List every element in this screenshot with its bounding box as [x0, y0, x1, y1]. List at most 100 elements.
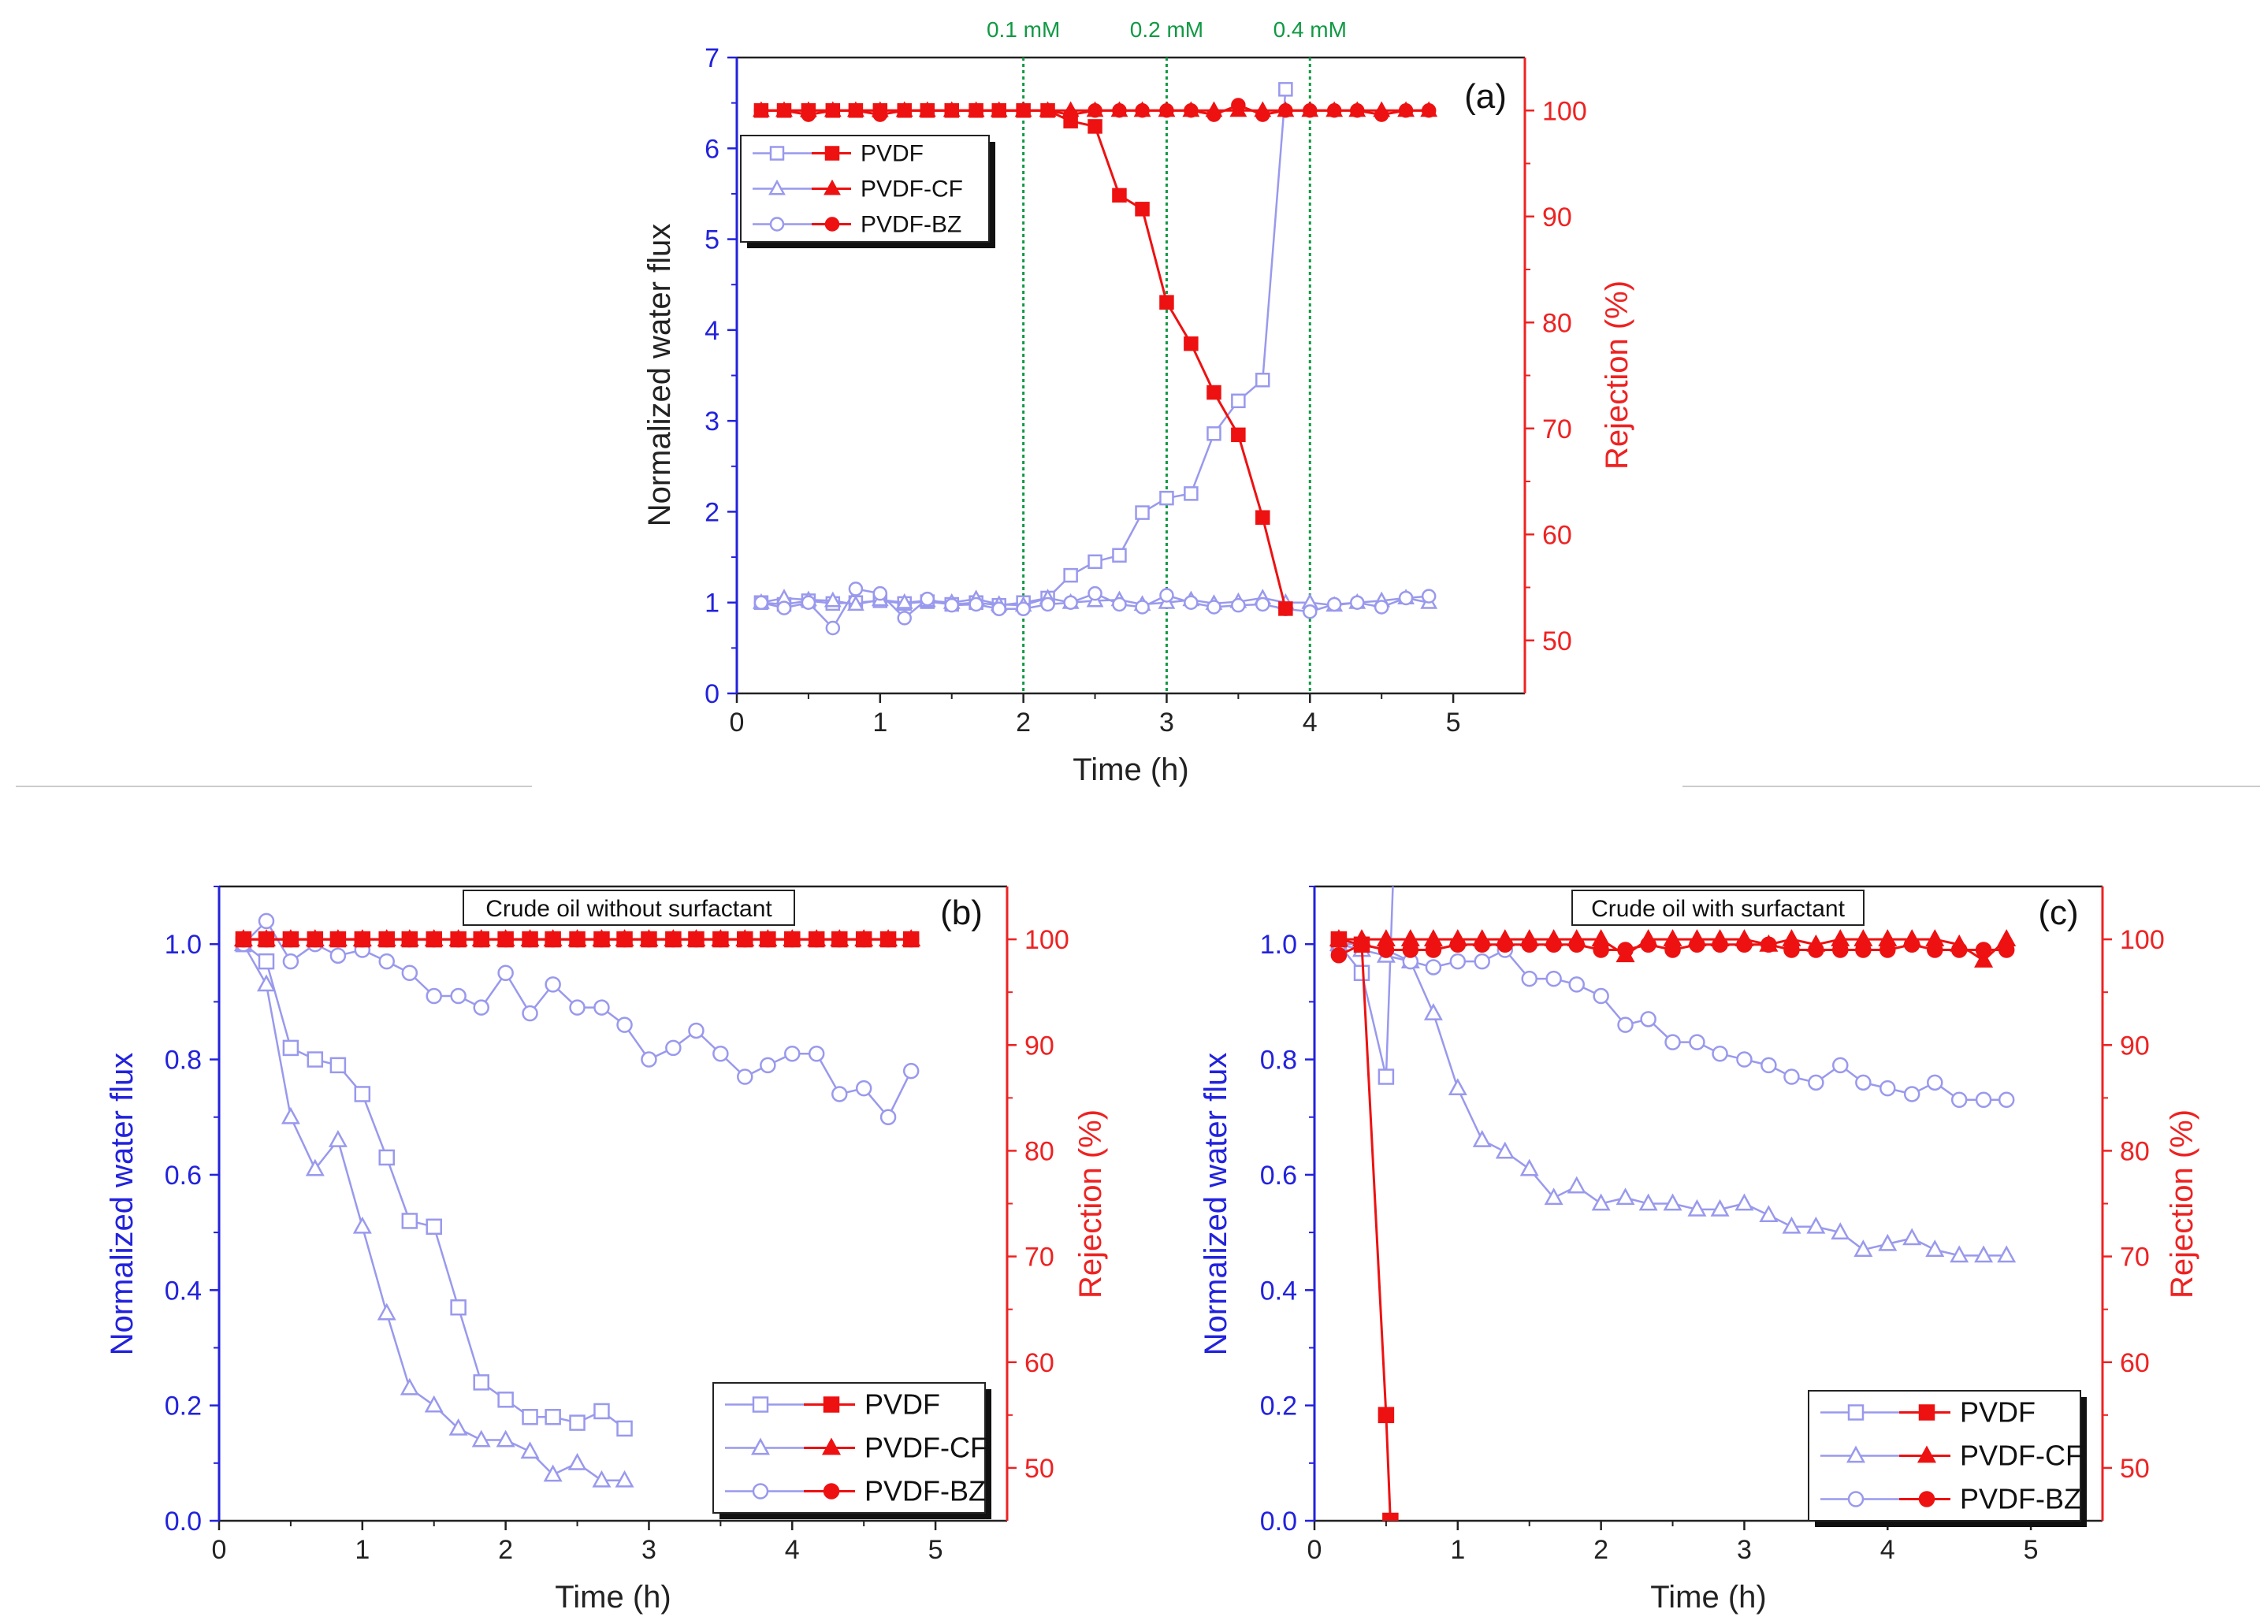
pvdf-bz-rejection-point: [1350, 103, 1365, 118]
vline-label: 0.1 mM: [987, 17, 1060, 42]
y-tick-label: 0.6: [1260, 1161, 1297, 1191]
pvdf-bz-flux-point: [1521, 970, 1537, 987]
pvdf-flux-point: [329, 1057, 347, 1074]
pvdf-bz-flux-point: [902, 1062, 920, 1080]
y-tick-label: 6: [705, 134, 719, 164]
legend-label: PVDF-CF: [1960, 1440, 2083, 1472]
pvdf-bz-rejection-point: [1474, 936, 1490, 953]
pvdf-bz-flux-point: [1350, 595, 1365, 610]
annotation-box: [1571, 890, 1865, 926]
pvdf-bz-flux-point: [426, 987, 442, 1005]
pvdf-bz-flux-point: [1112, 596, 1127, 612]
pvdf-bz-flux-point: [258, 912, 275, 930]
pvdf-flux-point: [497, 1392, 514, 1408]
pvdf-bz-flux-point: [897, 611, 912, 626]
pvdf-bz-rejection-point: [902, 931, 920, 948]
pvdf-flux-point: [593, 1403, 610, 1420]
pvdf-bz-rejection-point: [712, 931, 729, 948]
pvdf-bz-flux-point: [1159, 588, 1174, 603]
pvdf-cf-flux-point: [305, 1158, 325, 1176]
legend-rejection-marker: [824, 179, 841, 195]
legend-rejection-marker: [821, 1437, 842, 1455]
y-tick-label: 7: [705, 43, 719, 73]
y2-tick-label: 100: [1542, 96, 1587, 126]
y2-tick-label: 90: [2120, 1031, 2150, 1061]
pvdf-cf-flux-point: [1423, 1003, 1443, 1020]
pvdf-rejection-point: [1112, 188, 1127, 203]
pvdf-bz-flux-point: [688, 1022, 705, 1039]
pvdf-bz-flux-point: [1855, 1074, 1872, 1091]
x-tick-label: 4: [1303, 708, 1318, 738]
pvdf-bz-rejection-point: [497, 931, 514, 948]
y2-tick-label: 70: [2120, 1243, 2150, 1273]
pvdf-bz-flux-point: [737, 1068, 753, 1085]
pvdf-bz-flux-point: [1568, 976, 1585, 993]
pvdf-flux-point: [1112, 548, 1127, 563]
y2-tick-label: 80: [1024, 1136, 1054, 1166]
legend-flux-marker: [752, 1483, 769, 1500]
pvdf-bz-rejection-point: [258, 931, 275, 948]
y2-axis-title: Rejection (%): [1073, 1109, 1108, 1299]
pvdf-flux-point: [282, 1039, 299, 1057]
pvdf-bz-flux-point: [401, 964, 418, 982]
pvdf-cf-flux-point: [1448, 1078, 1467, 1096]
pvdf-cf-flux-point: [1734, 1193, 1754, 1211]
pvdf-bz-rejection-point: [1593, 942, 1609, 958]
pvdf-bz-flux-point: [944, 597, 959, 613]
pvdf-cf-rejection-point: [1974, 950, 1994, 968]
pvdf-flux-point: [1135, 505, 1150, 520]
pvdf-cf-flux-point: [352, 1216, 372, 1234]
pvdf-bz-rejection-point: [1326, 103, 1342, 118]
pvdf-bz-rejection-point: [1398, 103, 1414, 118]
pvdf-bz-rejection-point: [801, 107, 816, 122]
y-axis-title: Normalized water flux: [105, 1053, 139, 1356]
legend-rejection-marker: [823, 1396, 840, 1413]
y2-tick-label: 80: [2120, 1136, 2150, 1166]
pvdf-bz-rejection-point: [1016, 103, 1031, 118]
pvdf-bz-rejection-point: [855, 931, 872, 948]
pvdf-cf-flux-point: [1806, 1216, 1826, 1234]
x-tick-label: 5: [1446, 708, 1461, 738]
pvdf-bz-flux-point: [1207, 600, 1221, 615]
pvdf-cf-flux-point: [1591, 1193, 1611, 1211]
pvdf-bz-flux-point: [1879, 1080, 1896, 1097]
x-tick-label: 1: [1450, 1535, 1465, 1565]
pvdf-cf-flux-point: [1544, 1187, 1563, 1206]
pvdf-bz-flux-point: [784, 1045, 801, 1062]
y-tick-label: 0.0: [1260, 1507, 1297, 1537]
pvdf-bz-rejection-point: [1832, 942, 1849, 958]
pvdf-flux-line: [243, 943, 626, 1429]
pvdf-bz-flux-point: [920, 591, 935, 607]
pvdf-bz-flux-point: [665, 1039, 682, 1057]
pvdf-bz-rejection-point: [1689, 936, 1705, 953]
pvdf-cf-rejection-point: [1329, 929, 1348, 946]
pvdf-bz-flux-point: [522, 1005, 538, 1022]
legend-label: PVDF-BZ: [864, 1475, 986, 1507]
pvdf-bz-flux-point: [808, 1045, 825, 1062]
pvdf-bz-rejection-point: [1760, 936, 1777, 953]
pvdf-bz-flux-point: [991, 601, 1006, 617]
pvdf-bz-rejection-point: [1255, 107, 1270, 122]
pvdf-bz-rejection-point: [1421, 103, 1437, 118]
pvdf-bz-flux-point: [1449, 953, 1467, 970]
pvdf-bz-flux-point: [497, 964, 514, 982]
pvdf-cf-flux-point: [1759, 1205, 1779, 1223]
pvdf-bz-rejection-point: [1402, 942, 1419, 958]
pvdf-cf-flux-point: [1831, 1222, 1850, 1239]
pvdf-bz-rejection-point: [616, 931, 633, 948]
pvdf-cf-flux-point: [1950, 1245, 1969, 1263]
pvdf-bz-flux-point: [776, 600, 792, 615]
pvdf-bz-rejection-point: [1425, 942, 1442, 958]
pvdf-bz-flux-point: [831, 1086, 848, 1102]
pvdf-bz-flux-point: [1998, 1091, 2015, 1109]
pvdf-cf-flux-point: [1925, 1239, 1945, 1257]
pvdf-flux-point: [426, 1218, 442, 1236]
pvdf-bz-flux-point: [1326, 596, 1342, 612]
x-tick-label: 4: [1880, 1535, 1895, 1565]
annotation-text: Crude oil with surfactant: [1591, 896, 1845, 922]
pvdf-flux-point: [1378, 1068, 1395, 1085]
pvdf-cf-flux-point: [543, 1464, 563, 1482]
pvdf-bz-flux-point: [825, 620, 841, 636]
pvdf-bz-rejection-point: [1950, 942, 1968, 958]
pvdf-bz-flux-point: [593, 999, 610, 1016]
